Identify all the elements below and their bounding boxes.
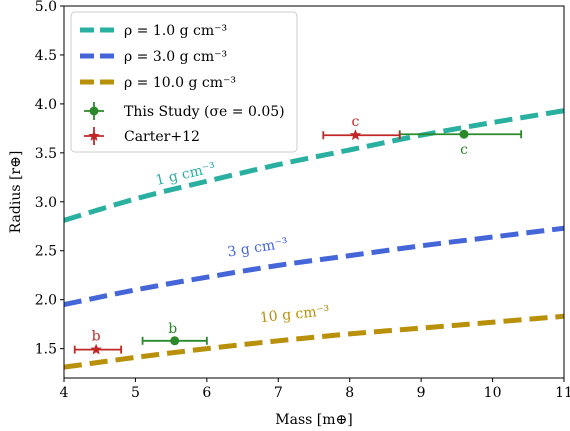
- y-tick-label: 1.5: [35, 342, 57, 358]
- legend-box: [70, 11, 298, 153]
- point-carter12-b: [73, 343, 123, 355]
- curve-rho-3: [64, 225, 564, 308]
- x-axis-label: Mass [m⊕]: [275, 412, 352, 428]
- y-tick-label: 4.0: [35, 97, 57, 113]
- data-points: [73, 129, 523, 355]
- point-label-c: c: [460, 142, 468, 158]
- x-tick-label: 9: [417, 385, 426, 401]
- curve-label-rho-3: 3 g cm⁻³: [226, 235, 289, 260]
- x-tick-label: 5: [131, 385, 140, 401]
- point-label-c: c: [352, 114, 360, 130]
- point-carter12-c: [322, 129, 401, 141]
- legend-swatch-marker: [89, 106, 99, 116]
- axis-ticks: 4 5 6 7 8 9 10 11 1.5 2.0 2.5 3.0 3.5 4.0 4.5 5.0: [35, 0, 570, 401]
- point-label-b: b: [92, 329, 101, 345]
- legend-swatch-marker: [88, 130, 100, 141]
- point-label-b: b: [168, 321, 177, 337]
- x-tick-label: 10: [484, 385, 502, 401]
- point-marker: [459, 129, 469, 139]
- x-tick-label: 7: [274, 385, 283, 401]
- y-tick-label: 4.5: [35, 48, 57, 64]
- legend-label-curve: ρ = 1.0 g cm⁻³: [124, 23, 227, 39]
- y-tick-label: 2.5: [35, 244, 57, 260]
- curve-rho-10: [64, 313, 564, 370]
- legend-label-series: This Study (σe = 0.05): [124, 104, 285, 120]
- y-tick-label: 3.0: [35, 195, 57, 211]
- x-tick-label: 11: [555, 385, 570, 401]
- point-this-study-c: [398, 129, 523, 139]
- curve-label-rho-1: 1 g cm⁻³: [154, 160, 217, 189]
- y-axis-label: Radius [r⊕]: [8, 151, 24, 234]
- point-marker: [90, 343, 102, 355]
- point-this-study-b: [141, 336, 208, 346]
- legend-label-series: Carter+12: [124, 129, 200, 145]
- y-tick-label: 3.5: [35, 146, 57, 162]
- point-marker: [349, 129, 362, 141]
- legend: ρ = 1.0 g cm⁻³ ρ = 3.0 g cm⁻³ ρ = 10.0 g c…: [70, 11, 298, 153]
- plot-frame: [63, 5, 565, 379]
- y-tick-label: 2.0: [35, 293, 57, 309]
- curve-rho-1: [64, 108, 564, 223]
- x-tick-label: 8: [345, 385, 354, 401]
- curve-label-rho-10: 10 g cm⁻³: [259, 303, 330, 326]
- legend-label-curve: ρ = 3.0 g cm⁻³: [124, 49, 227, 65]
- x-tick-label: 4: [60, 385, 69, 401]
- y-tick-label: 5.0: [35, 0, 57, 15]
- legend-label-curve: ρ = 10.0 g cm⁻³: [124, 75, 236, 91]
- x-tick-label: 6: [202, 385, 211, 401]
- point-marker: [170, 336, 180, 346]
- density-curves: [64, 108, 564, 370]
